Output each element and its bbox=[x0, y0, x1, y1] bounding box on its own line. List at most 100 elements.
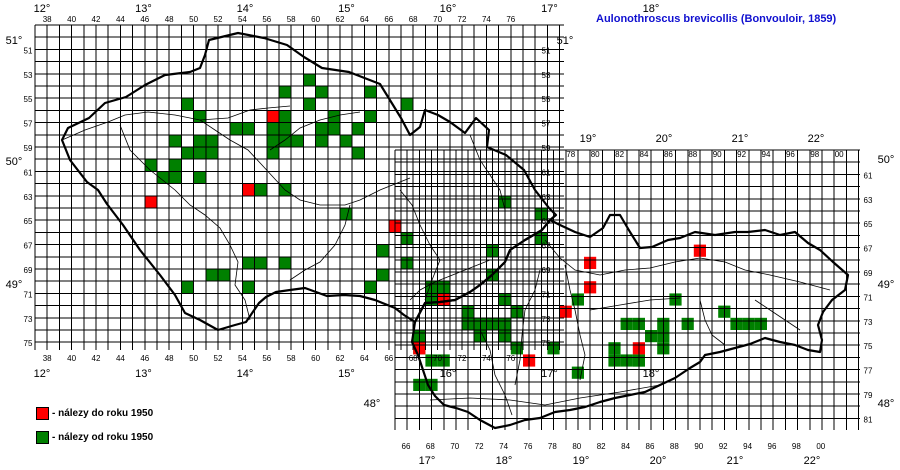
cz-col-label-bottom: 50 bbox=[189, 354, 198, 363]
cz-col-label-top: 50 bbox=[189, 15, 198, 24]
record-after-1950 bbox=[242, 281, 255, 294]
cz-col-label-bottom: 66 bbox=[384, 354, 393, 363]
legend-after-label: - nálezy od roku 1950 bbox=[52, 431, 154, 443]
cz-col-label-top: 70 bbox=[433, 15, 442, 24]
sk-col-label-top: 78 bbox=[566, 150, 575, 159]
grid-labels: 38 38 40 40 42 42 44 44 46 46 48 48 50 50 52 52 54 54 56 56… bbox=[6, 3, 895, 467]
sk-row-label-right: 67 bbox=[864, 245, 873, 254]
record-after-1950 bbox=[279, 86, 292, 99]
cz-col-label-top: 44 bbox=[116, 15, 125, 24]
record-after-1950 bbox=[242, 256, 255, 269]
record-after-1950 bbox=[352, 147, 365, 160]
cz-col-label-bottom: 58 bbox=[287, 354, 296, 363]
sk-row-label-right: 69 bbox=[864, 269, 873, 278]
record-after-1950 bbox=[401, 98, 414, 111]
cz-longitude-bottom: 16° bbox=[440, 368, 457, 380]
cz-longitude-top: 18° bbox=[643, 3, 660, 15]
record-after-1950 bbox=[315, 134, 328, 147]
cz-col-label-top: 64 bbox=[360, 15, 369, 24]
record-after-1950 bbox=[376, 244, 389, 257]
cz-row-label-left: 51 bbox=[24, 46, 33, 55]
legend-after-1950: - nálezy od roku 1950 bbox=[36, 430, 153, 444]
cz-row-label-left: 67 bbox=[24, 242, 33, 251]
cz-row-label-right: 73 bbox=[542, 315, 551, 324]
rivers bbox=[61, 105, 831, 416]
sk-longitude-top: 19° bbox=[580, 133, 597, 145]
cz-longitude-top: 15° bbox=[338, 3, 355, 15]
sk-longitude-bottom: 20° bbox=[650, 455, 667, 467]
sk-col-label-bottom: 74 bbox=[499, 442, 508, 451]
record-after-1950 bbox=[352, 122, 365, 135]
cz-col-label-bottom: 60 bbox=[311, 354, 320, 363]
record-after-1950 bbox=[364, 110, 377, 123]
sk-col-label-top: 88 bbox=[688, 150, 697, 159]
sk-latitude-right: 50° bbox=[878, 154, 895, 166]
cz-col-label-bottom: 70 bbox=[433, 354, 442, 363]
sk-row-label-right: 77 bbox=[864, 367, 873, 376]
cz-latitude-left: 50° bbox=[6, 156, 23, 168]
record-after-1950 bbox=[169, 159, 182, 172]
record-after-1950 bbox=[364, 86, 377, 99]
cz-row-label-right: 67 bbox=[542, 242, 551, 251]
cz-latitude-left: 51° bbox=[6, 35, 23, 47]
sk-longitude-bottom: 21° bbox=[727, 455, 744, 467]
cz-col-label-top: 58 bbox=[287, 15, 296, 24]
record-after-1950 bbox=[144, 159, 157, 172]
cz-row-label-right: 63 bbox=[542, 193, 551, 202]
cz-row-label-left: 65 bbox=[24, 217, 33, 226]
sk-col-label-bottom: 96 bbox=[768, 442, 777, 451]
record-after-1950 bbox=[205, 147, 218, 160]
cz-col-label-bottom: 44 bbox=[116, 354, 125, 363]
record-after-1950 bbox=[303, 98, 316, 111]
cz-row-label-right: 75 bbox=[542, 339, 551, 348]
cz-row-label-right: 69 bbox=[542, 266, 551, 275]
record-after-1950 bbox=[218, 269, 231, 282]
legend-red-swatch bbox=[36, 406, 49, 420]
record-after-1950 bbox=[291, 134, 304, 147]
record-after-1950 bbox=[266, 122, 279, 135]
cz-longitude-top: 14° bbox=[237, 3, 254, 15]
sk-latitude-right: 48° bbox=[878, 398, 895, 410]
record-after-1950 bbox=[193, 171, 206, 184]
sk-col-label-bottom: 68 bbox=[426, 442, 435, 451]
record-after-1950 bbox=[254, 183, 267, 196]
cz-longitude-top: 12° bbox=[34, 3, 51, 15]
cz-row-label-right: 51 bbox=[542, 46, 551, 55]
sk-row-label-right: 65 bbox=[864, 220, 873, 229]
cz-col-label-bottom: 62 bbox=[336, 354, 345, 363]
cz-col-label-top: 54 bbox=[238, 15, 247, 24]
cz-row-label-left: 73 bbox=[24, 315, 33, 324]
sk-row-label-right: 75 bbox=[864, 342, 873, 351]
grid-lines bbox=[34, 24, 860, 430]
sk-row-label-right: 79 bbox=[864, 391, 873, 400]
cz-latitude-right: 51° bbox=[557, 35, 574, 47]
sk-row-label-right: 73 bbox=[864, 318, 873, 327]
sk-col-label-bottom: 88 bbox=[670, 442, 679, 451]
sk-col-label-top: 96 bbox=[786, 150, 795, 159]
sk-col-label-top: 84 bbox=[640, 150, 649, 159]
record-after-1950 bbox=[364, 281, 377, 294]
cz-longitude-bottom: 18° bbox=[643, 368, 660, 380]
sk-row-label-right: 63 bbox=[864, 196, 873, 205]
record-before-1950 bbox=[266, 110, 279, 123]
cz-longitude-top: 13° bbox=[135, 3, 152, 15]
record-after-1950 bbox=[205, 134, 218, 147]
cz-row-label-left: 69 bbox=[24, 266, 33, 275]
sk-longitude-bottom: 19° bbox=[573, 455, 590, 467]
sk-row-label-right: 81 bbox=[864, 415, 873, 424]
cz-col-label-top: 74 bbox=[482, 15, 491, 24]
cz-latitude-left: 49° bbox=[6, 279, 23, 291]
cz-col-label-top: 72 bbox=[458, 15, 467, 24]
cz-row-label-left: 75 bbox=[24, 339, 33, 348]
sk-col-label-bottom: 86 bbox=[646, 442, 655, 451]
record-after-1950 bbox=[279, 110, 292, 123]
record-after-1950 bbox=[279, 256, 292, 269]
record-after-1950 bbox=[169, 134, 182, 147]
sk-latitude-left: 48° bbox=[364, 398, 381, 410]
sk-col-label-bottom: 72 bbox=[475, 442, 484, 451]
sk-col-label-bottom: 90 bbox=[694, 442, 703, 451]
sk-col-label-bottom: 94 bbox=[743, 442, 752, 451]
cz-col-label-top: 76 bbox=[506, 15, 515, 24]
cz-row-label-left: 57 bbox=[24, 120, 33, 129]
cz-col-label-bottom: 40 bbox=[67, 354, 76, 363]
